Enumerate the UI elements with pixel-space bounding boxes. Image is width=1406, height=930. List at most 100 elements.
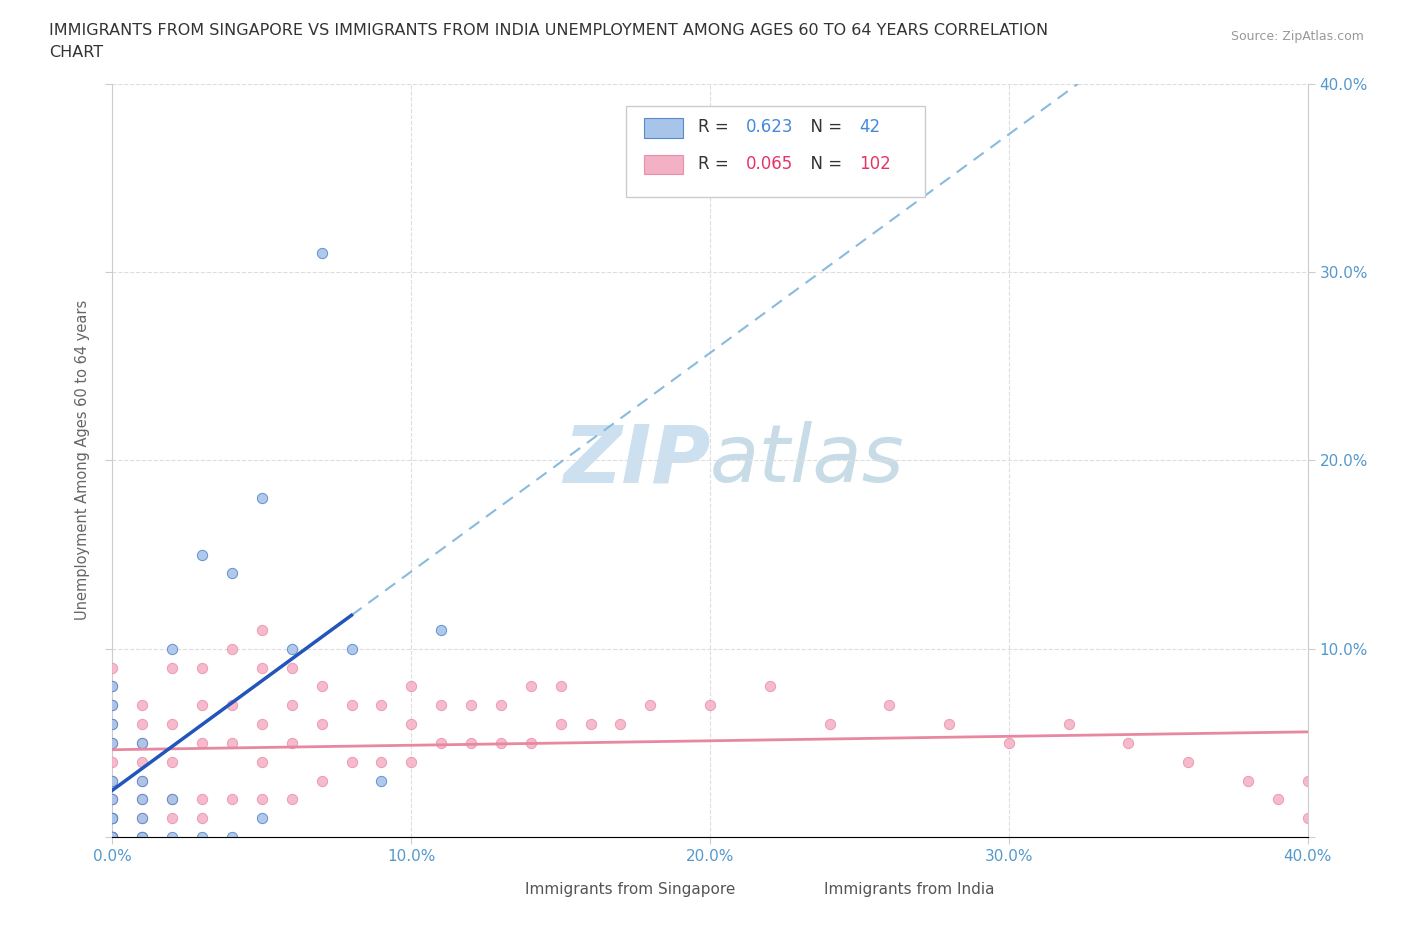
Point <box>101 811 124 826</box>
Point <box>281 736 304 751</box>
Point <box>162 642 183 657</box>
Point <box>550 717 572 732</box>
Text: atlas: atlas <box>710 421 905 499</box>
Point <box>131 736 153 751</box>
Point <box>101 792 124 807</box>
Point <box>1118 736 1140 751</box>
Point <box>401 679 423 694</box>
Point <box>191 830 214 844</box>
Point <box>281 698 304 712</box>
Point <box>162 811 183 826</box>
Point <box>101 698 124 712</box>
Point <box>101 830 124 844</box>
Point <box>101 773 124 788</box>
Point <box>1057 717 1080 732</box>
Point <box>101 679 124 694</box>
Point <box>250 792 273 807</box>
Point <box>191 698 214 712</box>
Point <box>131 811 153 826</box>
Point <box>101 717 124 732</box>
Point <box>640 698 662 712</box>
Point <box>1267 792 1289 807</box>
Point <box>221 830 243 844</box>
Point <box>938 717 960 732</box>
Point <box>191 811 214 826</box>
Point <box>131 773 153 788</box>
Point <box>759 679 782 694</box>
Point <box>879 698 901 712</box>
Point <box>460 698 482 712</box>
Point <box>370 773 392 788</box>
Point <box>250 717 273 732</box>
Text: R =: R = <box>699 118 734 137</box>
Point <box>221 736 243 751</box>
Point <box>131 792 153 807</box>
Point <box>131 698 153 712</box>
Point <box>131 792 153 807</box>
Point <box>131 830 153 844</box>
Text: Source: ZipAtlas.com: Source: ZipAtlas.com <box>1230 30 1364 43</box>
Point <box>998 736 1021 751</box>
Point <box>221 698 243 712</box>
Point <box>101 679 124 694</box>
Point <box>101 717 124 732</box>
Point <box>131 736 153 751</box>
Text: 0.623: 0.623 <box>747 118 793 137</box>
Point <box>430 698 453 712</box>
Point <box>430 736 453 751</box>
Point <box>101 811 124 826</box>
Point <box>191 660 214 675</box>
Point <box>281 660 304 675</box>
Point <box>101 736 124 751</box>
Text: 42: 42 <box>859 118 880 137</box>
Point <box>250 660 273 675</box>
Point <box>489 698 512 712</box>
Point <box>101 811 124 826</box>
Point <box>101 830 124 844</box>
Point <box>131 811 153 826</box>
Point <box>221 565 243 580</box>
Point <box>818 717 841 732</box>
Point <box>162 754 183 769</box>
Point <box>550 679 572 694</box>
Point <box>101 736 124 751</box>
Point <box>162 830 183 844</box>
Point <box>401 717 423 732</box>
Point <box>221 792 243 807</box>
Point <box>101 754 124 769</box>
Point <box>101 830 124 844</box>
Point <box>579 717 602 732</box>
Point <box>340 642 363 657</box>
Point <box>520 736 543 751</box>
Point <box>101 830 124 844</box>
Point <box>430 622 453 637</box>
Point <box>699 698 721 712</box>
Point <box>1177 754 1199 769</box>
Point <box>609 717 631 732</box>
Point <box>131 830 153 844</box>
Point <box>311 246 333 260</box>
Point <box>101 830 124 844</box>
Point <box>191 547 214 562</box>
Point <box>101 830 124 844</box>
Point <box>162 660 183 675</box>
Point <box>311 773 333 788</box>
Point <box>370 754 392 769</box>
Point <box>162 717 183 732</box>
Point <box>520 679 543 694</box>
Point <box>340 754 363 769</box>
Point <box>101 660 124 675</box>
Point <box>489 736 512 751</box>
Text: R =: R = <box>699 154 734 173</box>
Point <box>370 698 392 712</box>
FancyBboxPatch shape <box>627 106 925 197</box>
Point <box>131 717 153 732</box>
Point <box>131 754 153 769</box>
Bar <box>644 154 682 174</box>
Y-axis label: Unemployment Among Ages 60 to 64 years: Unemployment Among Ages 60 to 64 years <box>75 300 90 620</box>
Text: CHART: CHART <box>49 45 103 60</box>
Point <box>101 773 124 788</box>
Point <box>191 736 214 751</box>
Bar <box>770 883 811 901</box>
Point <box>311 717 333 732</box>
